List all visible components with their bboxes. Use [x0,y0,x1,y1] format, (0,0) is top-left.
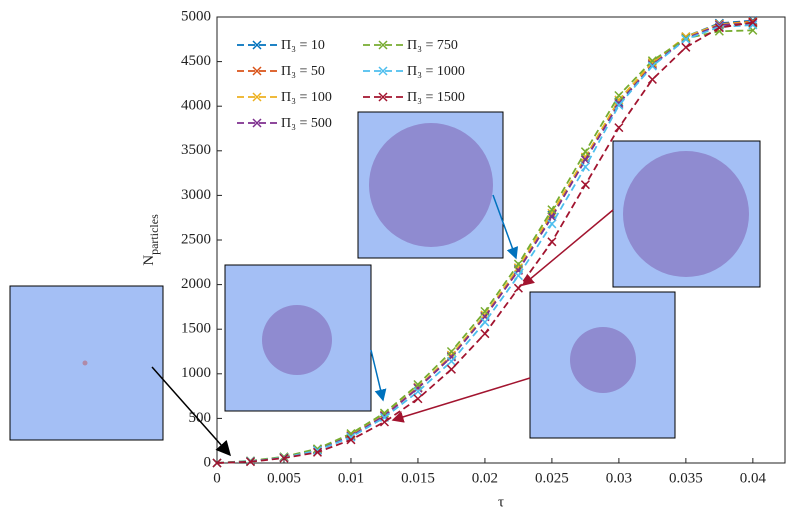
y-axis-label: Nparticles [141,214,160,266]
data-point [647,57,657,68]
legend-label: Π₃ = 500 [281,116,332,131]
arrow [370,349,387,402]
data-point [312,447,323,457]
data-point [714,23,724,33]
data-point [547,212,557,222]
legend-label: Π₃ = 1000 [407,64,465,79]
data-point [580,155,590,165]
inset-cluster [262,305,332,375]
data-point [647,74,657,84]
data-point [614,100,624,110]
y-label-main: N [141,255,157,266]
legend: Π₃ = 10 Π₃ = 50 Π₃ = 100 Π₃ = 500 Π₃ = 750 Π₃… [237,38,465,131]
data-point [580,147,590,157]
y-tick-label: 3500 [181,142,211,158]
y-tick-label: 2000 [181,276,211,292]
plot-area: 0500100015002000250030003500400045005000… [181,8,786,486]
x-tick-label: 0.02 [472,470,498,486]
x-tick-label: 0.035 [669,470,703,486]
data-point [446,346,456,357]
arrow [151,366,231,457]
arrow [492,194,519,260]
legend-label: Π₃ = 50 [281,64,325,79]
arrow [521,209,614,286]
legend-marker [252,66,262,76]
data-point [513,283,523,293]
data-point [379,417,389,427]
data-point [681,34,691,44]
series-line [216,24,753,464]
y-tick-label: 1500 [181,321,211,337]
legend-marker [378,66,388,76]
inset-cluster [369,123,493,247]
x-tick-label: 0.01 [338,470,364,486]
y-tick-label: 3000 [181,187,211,203]
data-point [413,383,423,393]
data-point [413,394,423,404]
x-tick-label: 0.03 [606,470,632,486]
legend-label: Π₃ = 100 [281,90,332,105]
arrow [391,377,531,423]
data-point [647,61,657,71]
x-tick-label: 0.04 [740,470,767,486]
data-point [513,259,523,269]
data-point [413,379,423,390]
data-point [312,445,323,456]
data-point [279,453,289,463]
data-point [547,219,557,229]
legend-marker [252,118,262,128]
x-tick-label: 0 [213,470,221,486]
inset-cluster [623,151,749,277]
data-point [446,364,456,374]
data-point [614,123,624,133]
y-tick-label: 4000 [181,98,211,114]
data-point [480,329,490,339]
data-point [580,180,590,190]
y-tick-label: 2500 [181,231,211,247]
data-point [547,205,557,215]
insets [9,111,761,457]
y-tick-label: 0 [204,454,212,470]
x-tick-label: 0.025 [535,470,569,486]
x-tick-label: 0.005 [267,470,301,486]
data-point [547,237,557,247]
data-point [480,306,490,316]
data-point [614,90,624,101]
y-tick-label: 5000 [181,8,211,24]
data-point [413,387,423,397]
x-tick-label: 0.015 [401,470,435,486]
y-label-sub: particles [147,214,161,255]
data-point [681,42,691,52]
x-axis-label: τ [498,494,504,510]
y-tick-label: 4500 [181,53,211,69]
legend-label: Π₃ = 750 [407,38,458,53]
data-point [212,458,222,468]
data-point [446,356,456,366]
inset-cluster [82,360,88,366]
data-point [748,17,758,27]
inset-cluster [570,327,636,393]
data-point [346,432,356,442]
legend-label: Π₃ = 10 [281,38,325,53]
legend-marker [378,40,388,50]
legend-marker [252,92,262,102]
legend-marker [252,40,262,50]
data-point [480,317,490,327]
data-point [513,271,523,281]
legend-label: Π₃ = 1500 [407,90,465,105]
y-tick-label: 1000 [181,365,211,381]
legend-marker [378,92,388,102]
data-point [580,162,590,172]
data-point [245,457,256,467]
data-point [346,435,356,445]
